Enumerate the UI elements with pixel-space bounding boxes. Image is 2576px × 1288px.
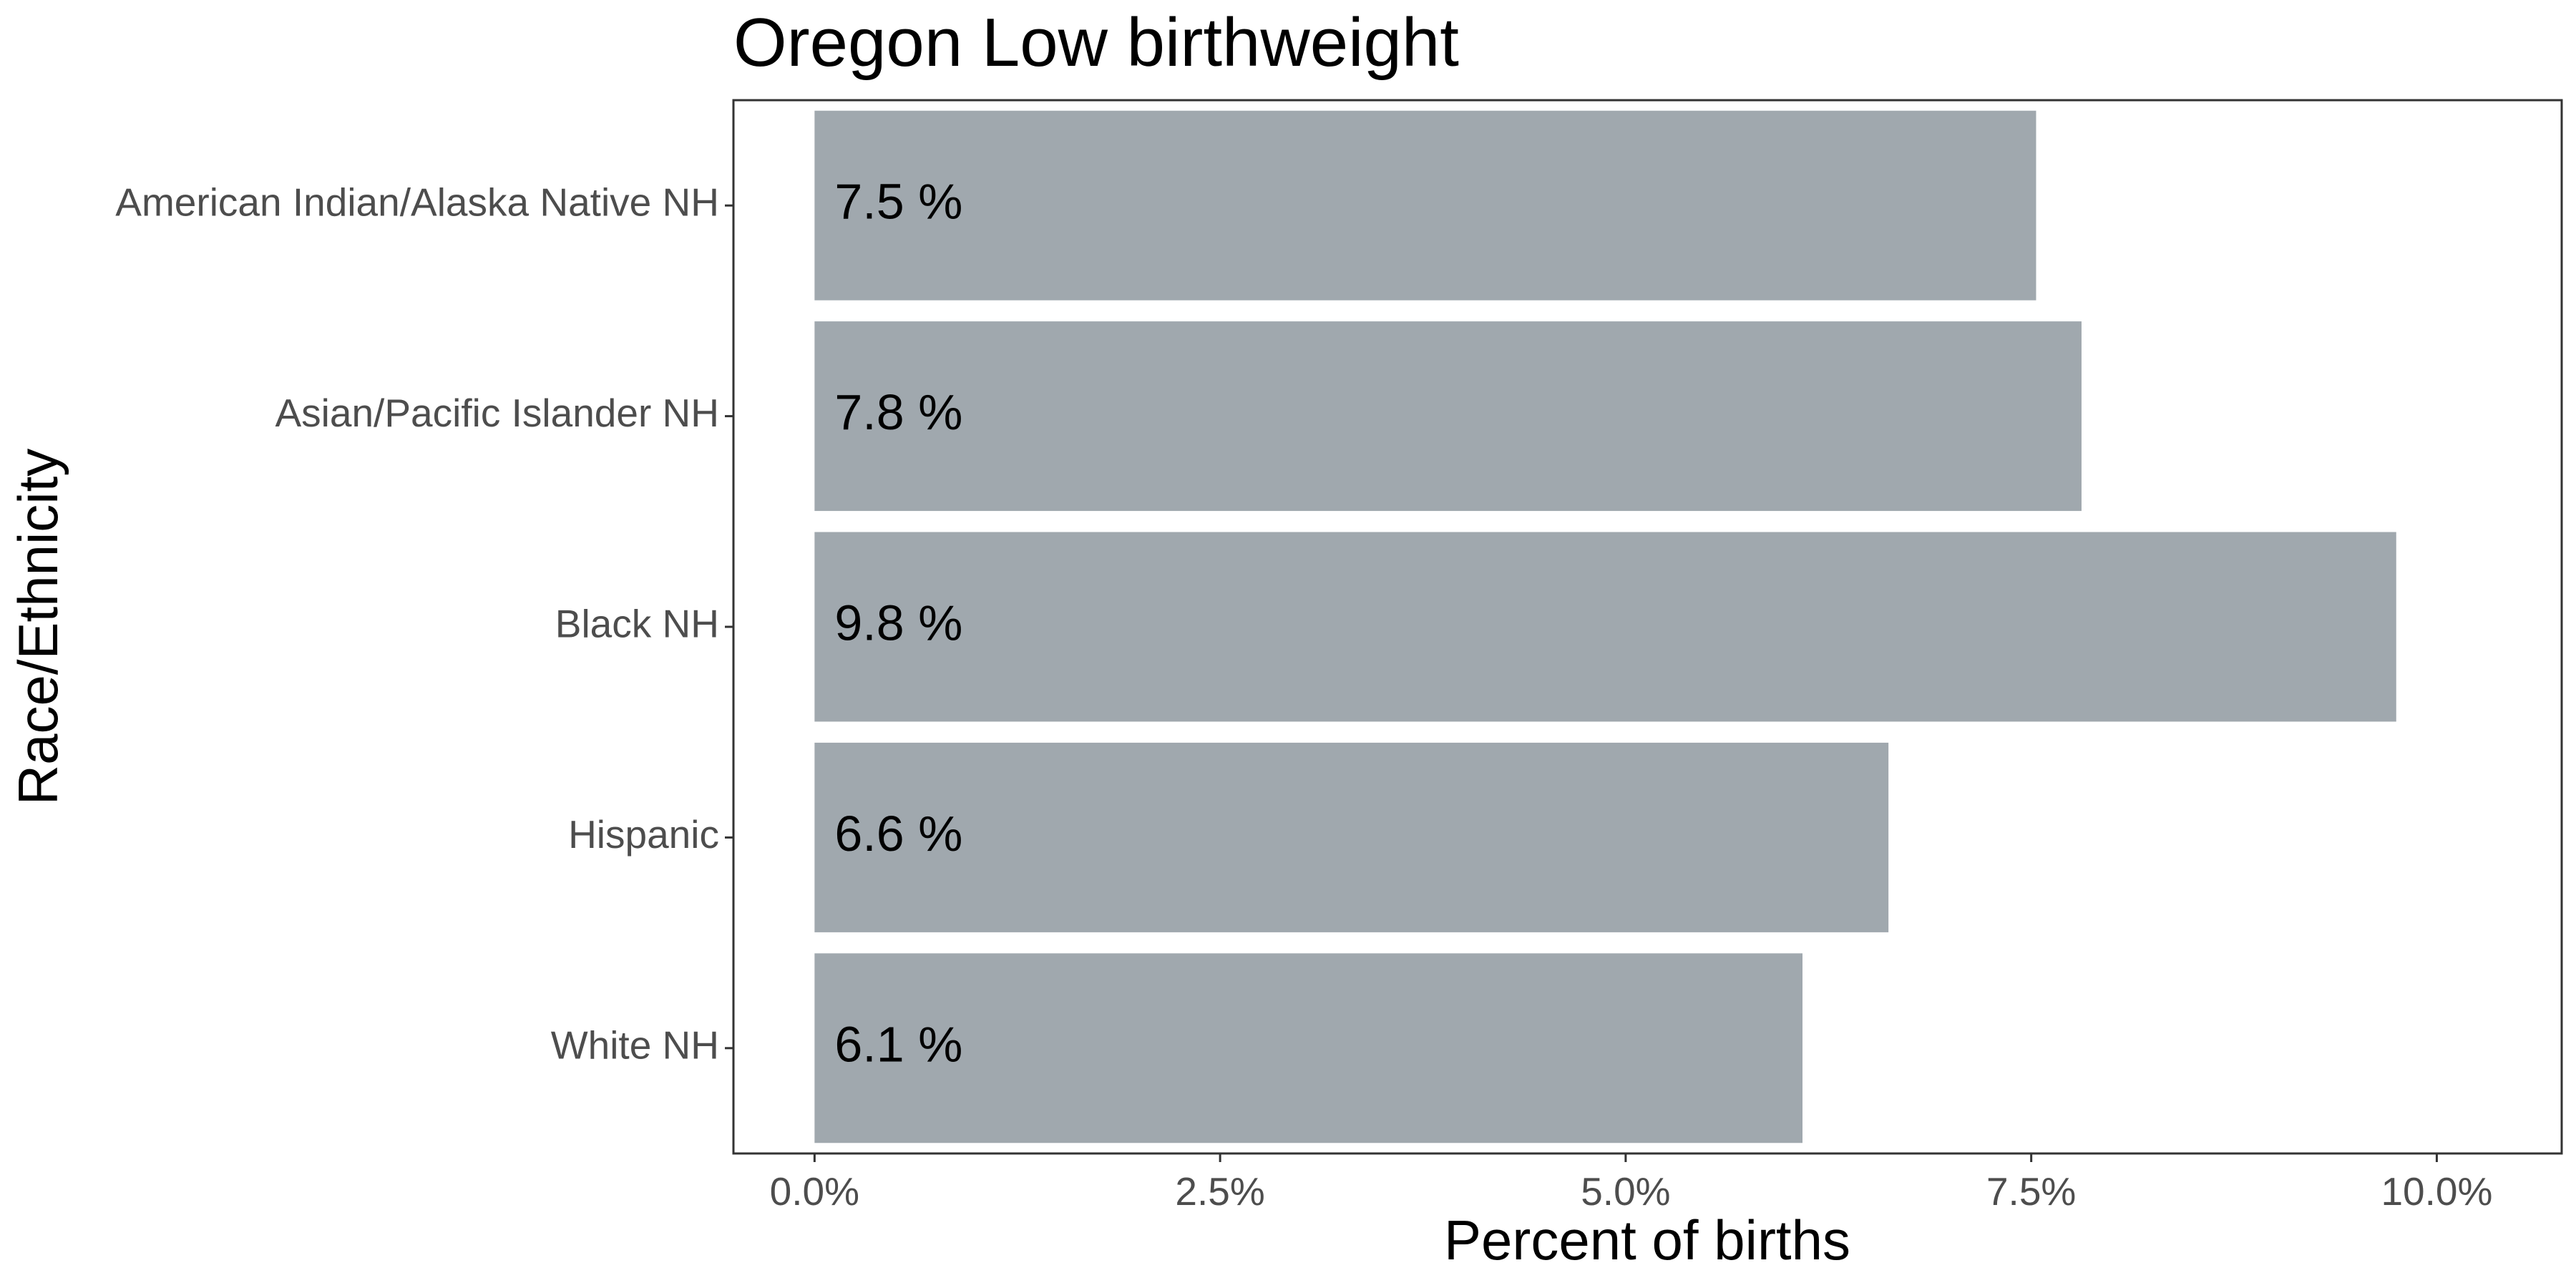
x-tick-label: 0.0%: [770, 1169, 859, 1214]
bar-value-label: 7.5 %: [834, 174, 962, 230]
y-tick-label: White NH: [551, 1023, 719, 1067]
bar-value-label: 9.8 %: [834, 595, 962, 650]
bar: [814, 953, 1803, 1143]
y-axis-title: Race/Ethnicity: [6, 449, 69, 806]
bar: [814, 742, 1889, 932]
x-axis: 0.0% 2.5% 5.0% 7.5% 10.0%: [770, 1153, 2492, 1214]
chart-title: Oregon Low birthweight: [733, 4, 1459, 81]
y-tick-label: Hispanic: [568, 812, 719, 857]
bars-layer: 7.5 % 7.8 % 9.8 % 6.6 % 6.1 %: [814, 110, 2396, 1143]
bar-value-label: 6.6 %: [834, 806, 962, 862]
bar: [814, 321, 2082, 512]
x-tick-label: 10.0%: [2381, 1169, 2492, 1214]
x-axis-title: Percent of births: [1444, 1209, 1850, 1272]
bar-value-label: 6.1 %: [834, 1016, 962, 1072]
bar: [814, 110, 2036, 301]
x-tick-label: 2.5%: [1175, 1169, 1264, 1214]
bar: [814, 532, 2396, 722]
y-tick-label: Black NH: [555, 602, 719, 646]
y-tick-label: American Indian/Alaska Native NH: [115, 180, 719, 225]
y-axis: American Indian/Alaska Native NH Asian/Pa…: [115, 180, 733, 1067]
x-tick-label: 5.0%: [1581, 1169, 1670, 1214]
y-tick-label: Asian/Pacific Islander NH: [275, 391, 719, 435]
x-tick-label: 7.5%: [1986, 1169, 2076, 1214]
bar-value-label: 7.8 %: [834, 384, 962, 440]
